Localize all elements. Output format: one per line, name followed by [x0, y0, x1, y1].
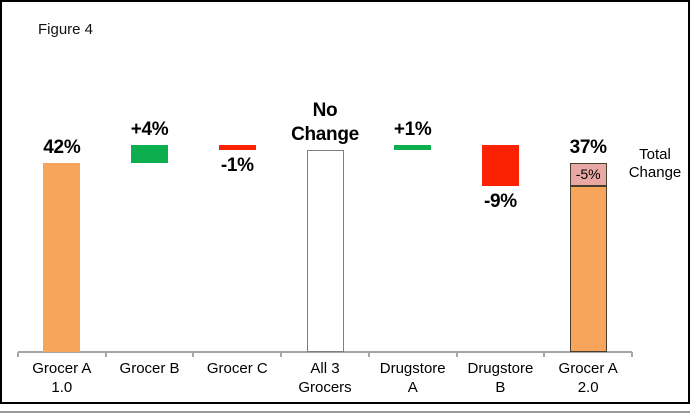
- bar-value-label: +1%: [393, 119, 432, 140]
- axis-tick: [456, 352, 458, 357]
- bar-5-segment: [394, 145, 432, 150]
- axis-tick: [631, 352, 633, 357]
- bar-1-segment: [43, 163, 81, 352]
- bar-value-label: -1%: [220, 154, 254, 176]
- bar-7-cap: -5%: [569, 163, 607, 186]
- plot-area: 42% Grocer A 1.0 +4% Grocer B -1% Grocer C No Ch…: [17, 2, 633, 402]
- bar-7-segment: [569, 185, 607, 352]
- bar-value-label: 42%: [43, 137, 81, 158]
- bar-value-label: No Change: [291, 99, 359, 145]
- bar-6-segment: [481, 145, 519, 186]
- category-label: Grocer A 2.0: [558, 360, 618, 396]
- axis-tick: [543, 352, 545, 357]
- category-label: Drugstore B: [467, 360, 534, 396]
- axis-tick: [105, 352, 107, 357]
- total-change-annotation: Total Change: [628, 146, 682, 181]
- axis-tick: [17, 352, 19, 357]
- bar-value-label: -9%: [483, 190, 517, 212]
- figure-title: Figure 4: [38, 21, 94, 38]
- bar-3-segment: [218, 145, 256, 150]
- category-label: Grocer C: [206, 360, 268, 377]
- category-label: Grocer B: [119, 360, 180, 377]
- axis-tick: [192, 352, 194, 357]
- bar-2-segment: [131, 145, 169, 163]
- bar-4-segment: [306, 149, 344, 352]
- category-label: All 3 Grocers: [298, 360, 352, 396]
- bar-value-label: +4%: [130, 119, 169, 140]
- chart-frame: Figure 4 42% Grocer A 1.0 +4% Grocer B -1% Gro…: [0, 0, 690, 404]
- axis-tick: [368, 352, 370, 357]
- axis-tick: [280, 352, 282, 357]
- category-label: Grocer A 1.0: [32, 360, 92, 396]
- x-axis-line: [18, 351, 632, 353]
- bar-value-label: 37%: [569, 137, 607, 158]
- bar-cap-value-label: -5%: [575, 166, 601, 183]
- category-label: Drugstore A: [379, 360, 446, 396]
